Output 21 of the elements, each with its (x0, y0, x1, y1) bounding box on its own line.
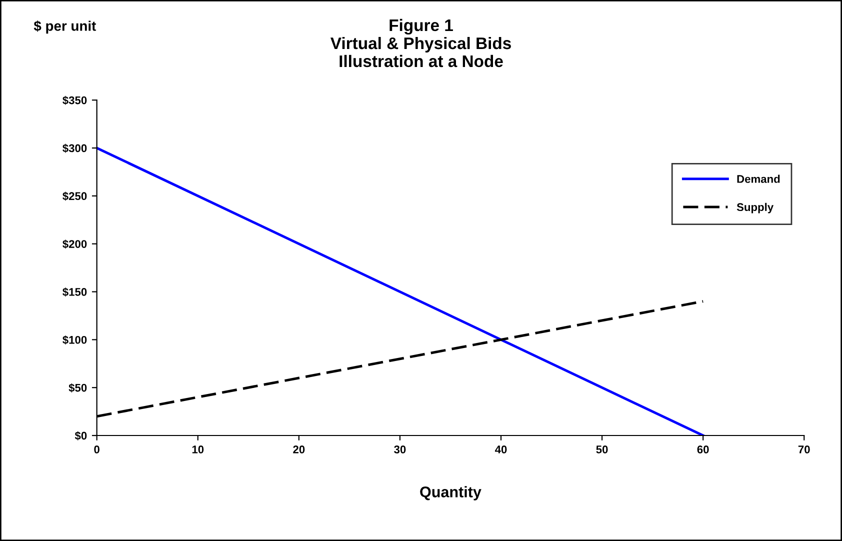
x-tick-label: 70 (798, 446, 810, 454)
y-tick-label: $50 (68, 383, 87, 392)
y-tick-label: $300 (62, 144, 87, 153)
x-tick-label: 40 (494, 446, 507, 454)
x-tick-label: 10 (192, 446, 204, 454)
x-tick-label: 50 (596, 446, 608, 454)
x-tick-label: 20 (293, 446, 305, 454)
x-tick-label: 60 (697, 446, 709, 454)
y-tick-label: $250 (62, 192, 87, 201)
x-tick-label: 0 (94, 446, 100, 454)
y-tick-label: $100 (62, 335, 87, 345)
x-axis-title: Quantity (420, 486, 482, 500)
legend-label: Demand (737, 174, 780, 183)
chart-title: Figure 1 Virtual & Physical Bids Illustration at a Node (330, 18, 511, 68)
y-tick-label: $150 (62, 288, 87, 297)
y-axis-title: $ per unit (34, 20, 96, 34)
y-tick-label: $350 (62, 96, 87, 105)
legend-label: Supply (736, 202, 774, 214)
x-tick-label: 30 (394, 446, 406, 454)
y-tick-label: $0 (74, 431, 87, 440)
y-tick-label: $200 (62, 240, 87, 249)
